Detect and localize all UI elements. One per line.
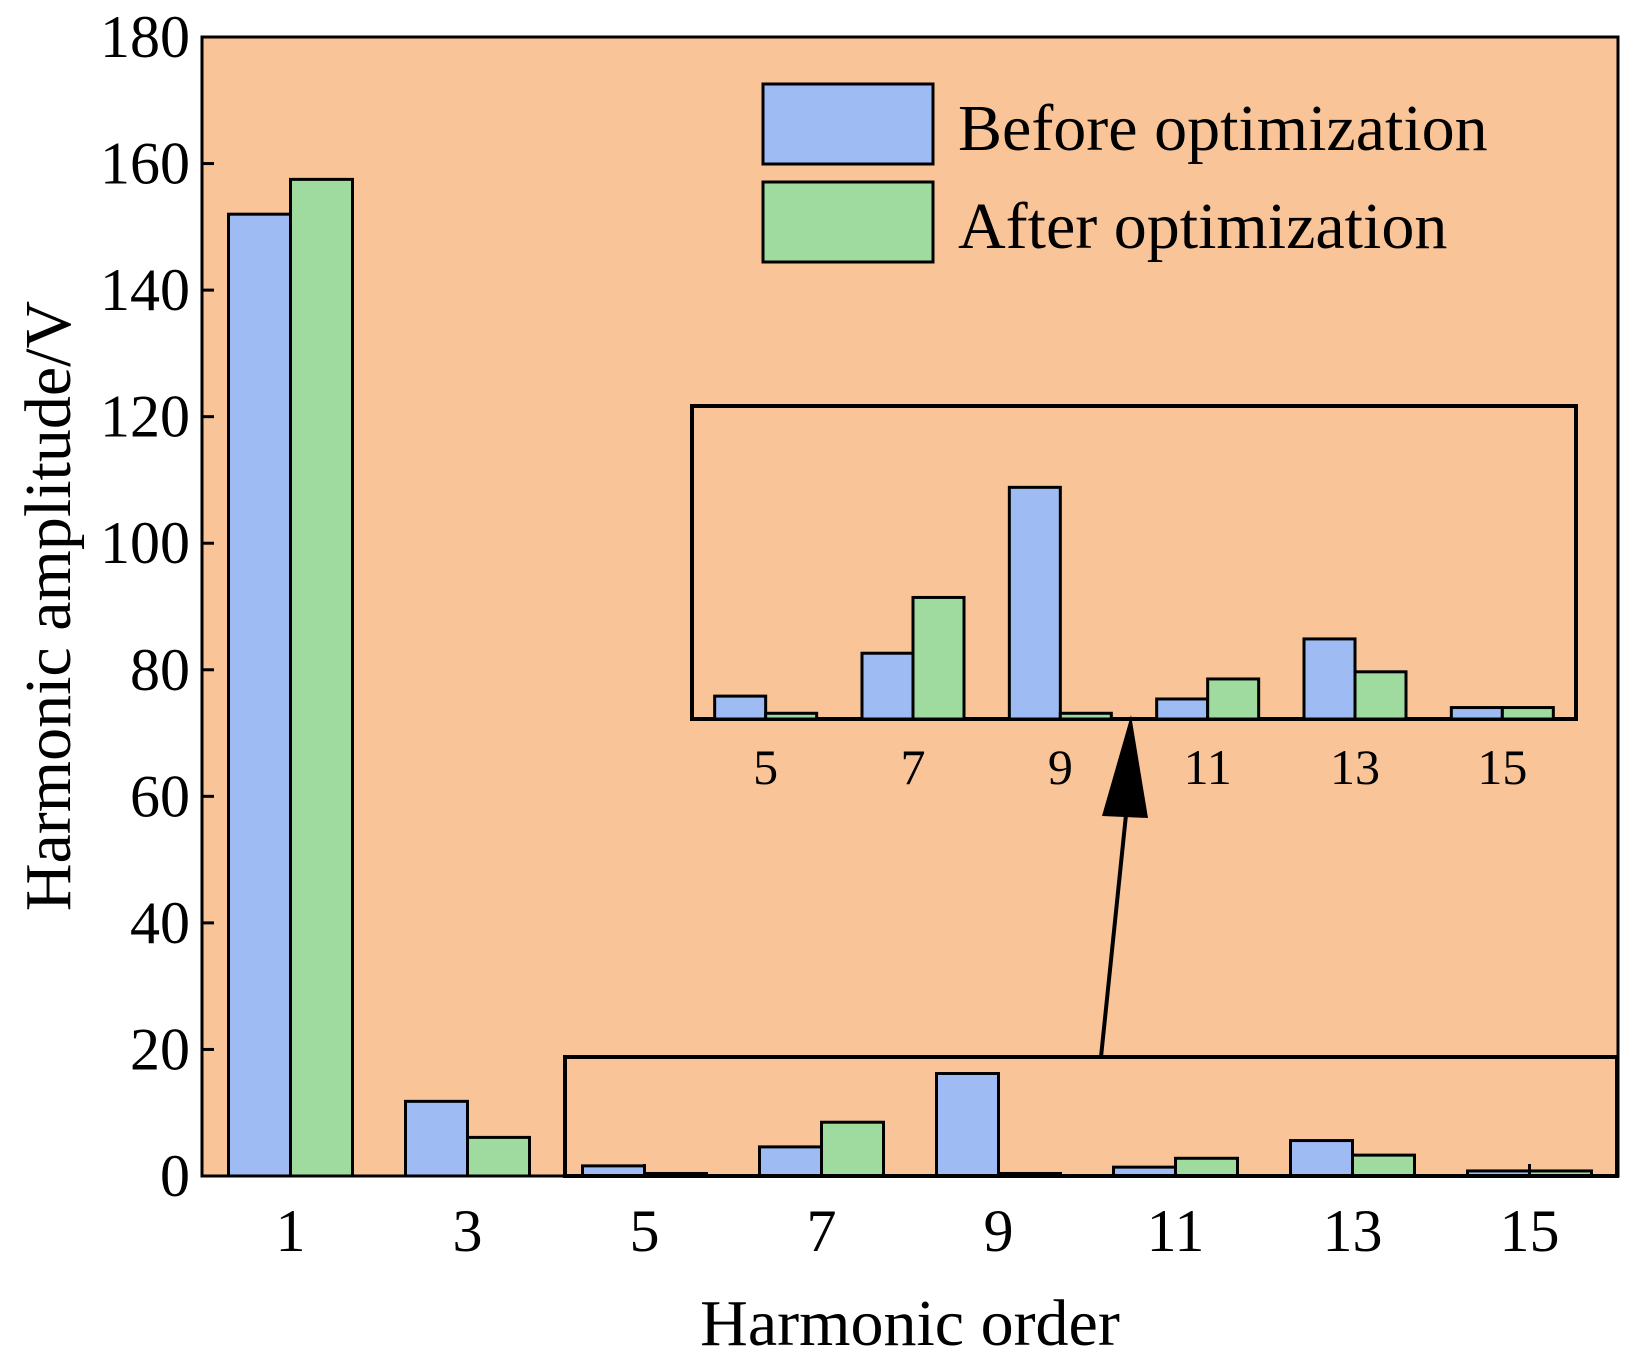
x-axis-title: Harmonic order	[700, 1287, 1120, 1360]
inset-x-ticks: 5 7 9 11 13 15	[753, 739, 1527, 795]
x-tick-label: 3	[453, 1198, 483, 1264]
inset-bar-before-order-13	[1302, 637, 1357, 721]
zoom-arrow-head	[1102, 715, 1148, 818]
inset-bars	[713, 485, 1555, 721]
bar-before-order-3	[404, 1099, 469, 1178]
x-tick-label: 1	[276, 1198, 306, 1264]
legend-swatch-after	[761, 180, 935, 264]
bar-after-order-1	[289, 177, 354, 1178]
x-tick-label: 7	[807, 1198, 837, 1264]
y-tick-label: 40	[130, 890, 190, 956]
bar-after-order-13	[1351, 1153, 1416, 1178]
inset-bar-after-order-15	[1500, 706, 1555, 721]
y-axis-title: Harmonic amplitude/V	[12, 301, 85, 911]
legend-label-before: Before optimization	[958, 92, 1488, 165]
legend: Before optimization After optimization	[761, 82, 1488, 264]
inset-x-tick-label: 5	[753, 739, 778, 795]
y-axis-ticks: 0 20 40 60 80 100 120 140 160 180	[100, 4, 214, 1209]
bar-before-order-1	[227, 212, 292, 1178]
bar-before-order-13	[1289, 1139, 1354, 1178]
inset-frame	[690, 404, 1578, 721]
inset-bar-after-order-9	[1058, 711, 1113, 721]
inset-bar-before-order-5	[713, 694, 768, 721]
bar-before-order-9	[935, 1071, 1000, 1178]
inset-x-tick-label: 13	[1330, 739, 1380, 795]
zoom-arrow-line	[1099, 804, 1129, 1058]
zoom-region-box	[563, 1055, 1619, 1178]
bar-after-order-3	[466, 1135, 531, 1178]
inset-bar-after-order-5	[764, 711, 819, 721]
bar-before-order-7	[758, 1145, 823, 1178]
y-tick-label: 80	[130, 637, 190, 703]
legend-swatch-before	[761, 82, 935, 166]
y-tick-label: 20	[130, 1016, 190, 1082]
x-tick-label: 9	[984, 1198, 1014, 1264]
x-axis-ticks: 1 3 5 7 9 11 13 15	[276, 1164, 1560, 1264]
y-tick-label: 100	[100, 510, 190, 576]
inset-bar-before-order-9	[1007, 485, 1062, 721]
inset-bar-after-order-7	[911, 595, 966, 721]
y-tick-label: 60	[130, 763, 190, 829]
inset-x-tick-label: 7	[901, 739, 926, 795]
bar-after-order-11	[1174, 1156, 1239, 1178]
y-tick-label: 0	[160, 1143, 190, 1209]
y-tick-label: 140	[100, 257, 190, 323]
main-bars	[227, 177, 1593, 1178]
inset-bar-before-order-15	[1449, 706, 1504, 721]
legend-label-after: After optimization	[958, 190, 1447, 263]
inset-bar-after-order-13	[1353, 670, 1408, 721]
y-tick-label: 160	[100, 131, 190, 197]
y-tick-label: 180	[100, 4, 190, 70]
inset-bar-before-order-7	[860, 651, 915, 721]
y-tick-label: 120	[100, 384, 190, 450]
x-tick-label: 15	[1500, 1198, 1560, 1264]
x-tick-label: 5	[630, 1198, 660, 1264]
inset-bar-after-order-11	[1206, 677, 1261, 721]
inset-x-tick-label: 9	[1048, 739, 1073, 795]
x-tick-label: 13	[1323, 1198, 1383, 1264]
inset-bar-before-order-11	[1155, 697, 1210, 721]
x-tick-label: 11	[1147, 1198, 1205, 1264]
inset-x-tick-label: 15	[1477, 739, 1527, 795]
inset-x-tick-label: 11	[1184, 739, 1232, 795]
bar-after-order-7	[820, 1120, 885, 1178]
